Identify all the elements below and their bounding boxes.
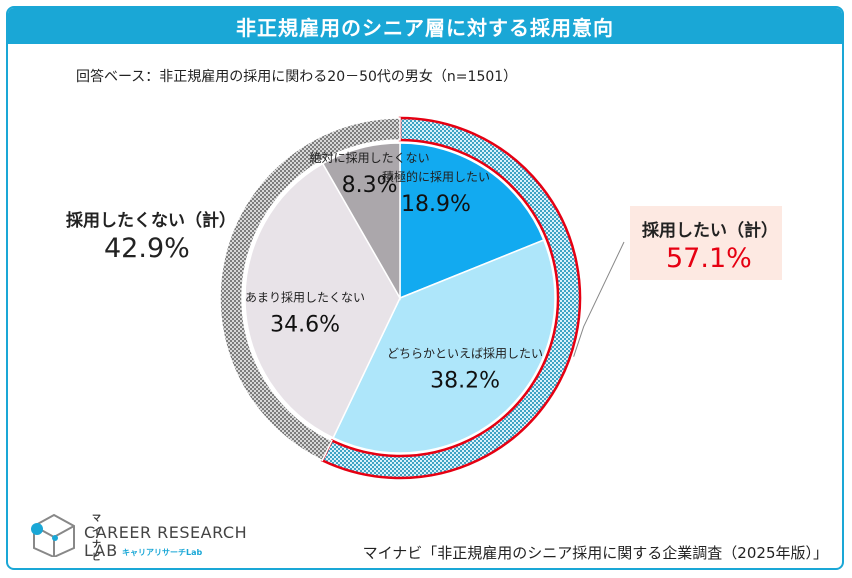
chart-title: 非正規雇用のシニア層に対する採用意向 [8, 8, 842, 44]
outer-ring-unwilling [219, 117, 401, 462]
cube-logo-icon [31, 513, 75, 559]
logo-sub: キャリアリサーチLab [122, 548, 203, 557]
slice-positively-hire-value: 18.9% [401, 192, 471, 217]
career-research-lab-logo: マイナビ CAREER RESEARCH LAB キャリアリサーチLab [28, 511, 247, 563]
slice-rather-not-hire-value: 34.6% [270, 313, 340, 338]
slice-somewhat-hire-label: どちらかといえば採用したい [387, 346, 543, 360]
chart-frame: 非正規雇用のシニア層に対する採用意向 回答ベース：非正規雇用の採用に関わる20－… [6, 6, 844, 570]
pie-chart: 積極的に採用したい 18.9% どちらかといえば採用したい 38.2% あまり採用したく… [219, 116, 625, 480]
logo-line2: LAB [84, 541, 119, 560]
group-label-willing: 採用したい（計） 57.1% [630, 206, 782, 280]
group-label-unwilling: 採用したくない（計） 42.9% [66, 206, 236, 264]
chart-subtitle: 回答ベース：非正規雇用の採用に関わる20－50代の男女（n=1501） [76, 69, 518, 85]
slice-positively-hire [399, 142, 545, 300]
leader-line-willing [573, 241, 625, 357]
slice-somewhat-hire-value: 38.2% [430, 368, 500, 393]
group-name-willing: 採用したい（計） [642, 221, 778, 241]
slice-somewhat-hire [332, 239, 556, 454]
source-note: マイナビ「非正規雇用のシニア採用に関する企業調査（2025年版）」 [362, 544, 828, 562]
slice-rather-not-hire [244, 162, 401, 439]
slice-never-hire [321, 142, 401, 301]
slice-rather-not-hire-label: あまり採用したくない [245, 291, 365, 305]
group-value-unwilling: 42.9% [104, 233, 190, 264]
slice-positively-hire-label: 積極的に採用したい [382, 169, 490, 184]
logo-line1: CAREER RESEARCH [84, 523, 248, 542]
slice-never-hire-label: 絶対に採用したくない [310, 150, 430, 165]
group-name-unwilling: 採用したくない（計） [66, 211, 236, 231]
slice-never-hire-value: 8.3% [342, 173, 398, 198]
group-value-willing: 57.1% [666, 243, 752, 274]
logo-brand-small: マイナビ [92, 514, 102, 563]
